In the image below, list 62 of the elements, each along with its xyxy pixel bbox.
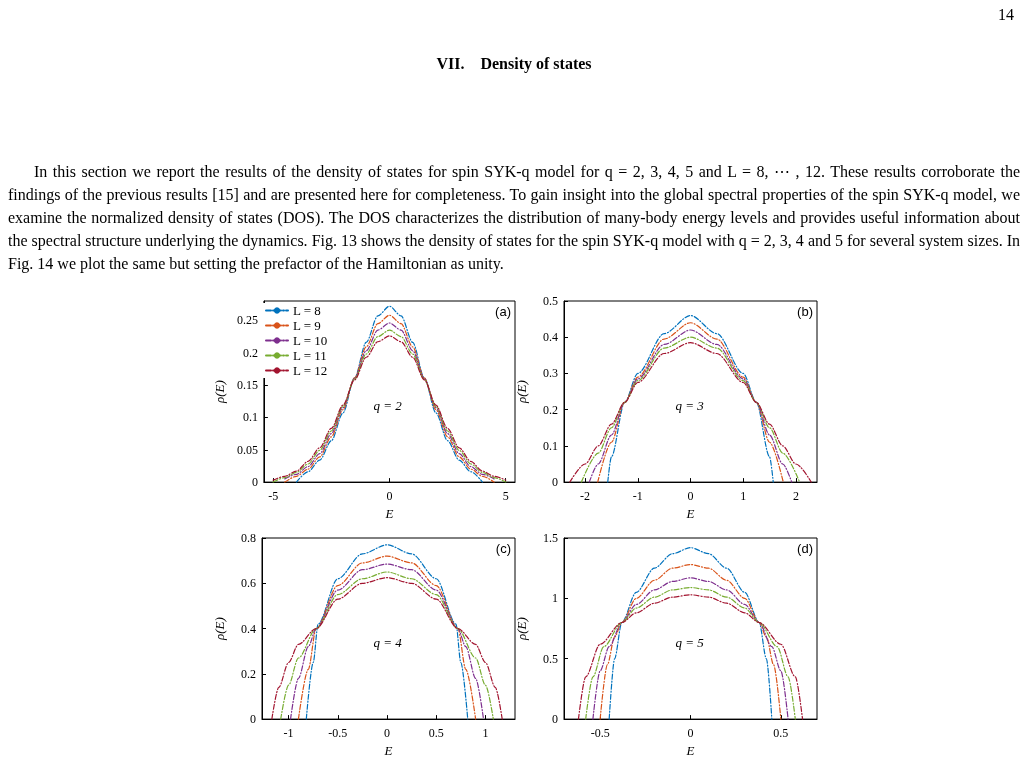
- annotation: (d): [797, 541, 813, 556]
- y-tick-label: 0: [251, 475, 258, 490]
- text: VII. Density of states: [435, 55, 593, 73]
- y-tick-label: 0.8: [241, 531, 256, 545]
- x-tick-label: -1: [283, 726, 294, 741]
- legend-label: L = 12: [293, 363, 328, 378]
- y-tick-label: 0.5: [543, 651, 558, 666]
- x-axis-title: E: [384, 506, 394, 521]
- y-tick-label: 0.2: [242, 345, 258, 360]
- y-axis-title: ρ(E): [514, 617, 529, 641]
- x-tick-label: 2: [792, 489, 799, 504]
- x-axis-title: E: [685, 743, 695, 758]
- y-tick-label: 0: [250, 712, 256, 727]
- y-tick-label: 0.1: [543, 438, 558, 453]
- x-tick-label: 0: [687, 726, 694, 741]
- y-tick-label: 0.25: [236, 313, 258, 328]
- y-tick-label: 0: [552, 475, 558, 490]
- y-tick-label: 1.5: [543, 531, 558, 545]
- y-tick-label: 0.4: [543, 330, 558, 345]
- y-axis-title: ρ(E): [514, 380, 529, 404]
- x-tick-label: -0.5: [328, 726, 348, 741]
- y-tick-label: 0.15: [236, 378, 258, 393]
- line-series: [608, 547, 773, 720]
- x-tick-label: 5: [502, 489, 509, 504]
- x-tick-label: 1: [740, 489, 747, 504]
- annotation: (b): [797, 304, 813, 319]
- x-axis-title: E: [383, 743, 393, 758]
- legend-label: L = 11: [293, 348, 327, 363]
- y-tick-label: 0: [552, 712, 558, 727]
- annotation: (a): [495, 304, 511, 319]
- y-tick-label: 0.2: [241, 666, 256, 681]
- x-tick-label: 1: [482, 726, 489, 741]
- x-tick-label: -1: [632, 489, 643, 504]
- x-tick-label: 0: [386, 489, 393, 504]
- x-tick-label: 0.5: [428, 726, 444, 741]
- y-tick-label: 0.2: [543, 402, 558, 417]
- x-tick-label: 0.5: [773, 726, 789, 741]
- text: In this section we report the results of the density of states for spin SYK-q model for q = 2, 3, 4, 5 and L = 8, ⋯ , 12. These results corroborate the findings of the previous results [15] and are presented here for completeness. To gain insight into the global spectral properties of the spin SYK-q model, we examine the normalized density of states (DOS). The DOS characterizes the distribution of many-body energy levels and provides useful information about the spectral structure underlying the dynamics. Fig. 13 shows the density of states for the spin SYK-q model with q = 2, 3, 4 and 5 for several system sizes. In Fig. 14 we plot the same but setting the prefactor of the Hamiltonian as unity.: [8, 162, 1020, 275]
- y-tick-label: 0.4: [241, 621, 256, 636]
- annotation: q = 3: [675, 398, 705, 413]
- x-tick-label: 0: [687, 489, 694, 504]
- y-tick-label: 0.1: [242, 410, 258, 425]
- annotation: q = 4: [373, 635, 403, 650]
- legend-label: L = 9: [293, 318, 321, 333]
- annotation: (c): [495, 541, 512, 556]
- x-tick-label: -5: [268, 489, 279, 504]
- x-tick-label: -0.5: [590, 726, 610, 741]
- y-axis-title: ρ(E): [212, 617, 227, 641]
- annotation: q = 5: [675, 635, 705, 650]
- x-axis-title: E: [685, 506, 695, 521]
- y-tick-label: 0.5: [543, 294, 558, 308]
- x-tick-label: -2: [580, 489, 591, 504]
- y-axis-title: ρ(E): [212, 380, 227, 404]
- y-tick-label: 0.6: [241, 576, 256, 591]
- y-tick-label: 0.05: [236, 442, 258, 457]
- text: 14: [998, 6, 1014, 24]
- legend-label: L = 8: [293, 303, 321, 318]
- legend-label: L = 10: [293, 333, 328, 348]
- annotation: q = 2: [373, 398, 403, 413]
- y-tick-label: 0.3: [543, 366, 558, 381]
- y-tick-label: 1: [552, 591, 558, 606]
- x-tick-label: 0: [384, 726, 391, 741]
